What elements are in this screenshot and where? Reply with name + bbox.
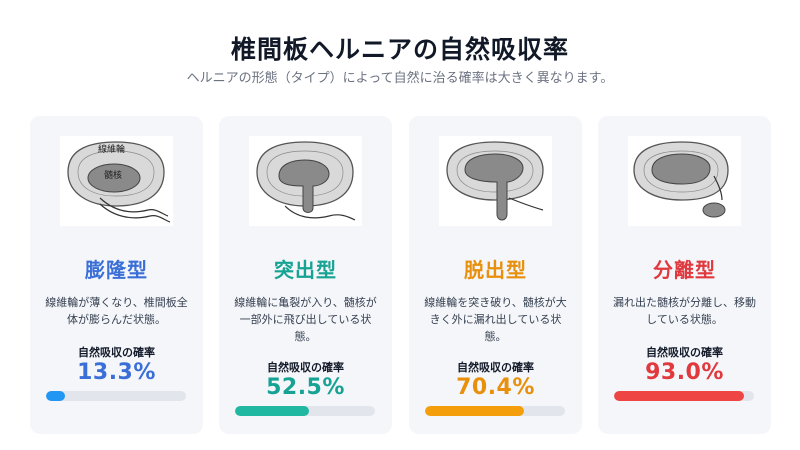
type-name: 膨隆型 [85, 258, 148, 282]
annulus-label: 線維輪 [98, 143, 125, 155]
type-name: 脱出型 [464, 258, 527, 282]
extrusion-disc-illustration [439, 136, 552, 226]
protrusion-disc-illustration [249, 136, 362, 226]
herniation-type-cards: 線維輪 髄核 膨隆型 線維輪が薄くなり、椎間板全体が膨らんだ状態。 自然吸収の確… [30, 116, 771, 434]
type-description: 線維輪に亀裂が入り、髄核が一部外に飛び出している状態。 [234, 296, 377, 343]
rate-bar-fill [614, 391, 745, 401]
type-description: 線維輪が薄くなり、椎間板全体が膨らんだ状態。 [45, 296, 188, 326]
type-name: 分離型 [653, 258, 716, 282]
rate-label: 自然吸収の確率 [646, 346, 723, 359]
rate-label: 自然吸収の確率 [457, 361, 534, 374]
rate-bar [46, 391, 186, 401]
card-protrusion: 突出型 線維輪に亀裂が入り、髄核が一部外に飛び出している状態。 自然吸収の確率 … [219, 116, 392, 434]
rate-label: 自然吸収の確率 [78, 346, 155, 359]
type-description: 線維輪を突き破り、髄核が大きく外に漏れ出している状態。 [424, 296, 567, 343]
sequestration-disc-illustration [628, 136, 741, 226]
type-description: 漏れ出た髄核が分離し、移動している状態。 [613, 296, 756, 326]
card-extrusion: 脱出型 線維輪を突き破り、髄核が大きく外に漏れ出している状態。 自然吸収の確率 … [409, 116, 582, 434]
bulging-disc-illustration: 線維輪 髄核 [60, 136, 173, 226]
rate-value: 93.0% [645, 360, 724, 385]
rate-value: 70.4% [456, 375, 535, 400]
rate-bar-fill [235, 406, 309, 416]
rate-value: 13.3% [77, 360, 156, 385]
rate-bar [235, 406, 375, 416]
card-sequestration: 分離型 漏れ出た髄核が分離し、移動している状態。 自然吸収の確率 93.0% [598, 116, 771, 434]
rate-value: 52.5% [266, 375, 345, 400]
rate-bar-fill [46, 391, 65, 401]
rate-bar [614, 391, 754, 401]
rate-bar-fill [425, 406, 524, 416]
page-subtitle: ヘルニアの形態（タイプ）によって自然に治る確率は大きく異なります。 [186, 71, 614, 86]
type-name: 突出型 [274, 258, 337, 282]
card-bulging: 線維輪 髄核 膨隆型 線維輪が薄くなり、椎間板全体が膨らんだ状態。 自然吸収の確… [30, 116, 203, 434]
nucleus-label: 髄核 [104, 169, 122, 181]
rate-bar [425, 406, 565, 416]
rate-label: 自然吸収の確率 [267, 361, 344, 374]
page-title: 椎間板ヘルニアの自然吸収率 [230, 35, 569, 64]
